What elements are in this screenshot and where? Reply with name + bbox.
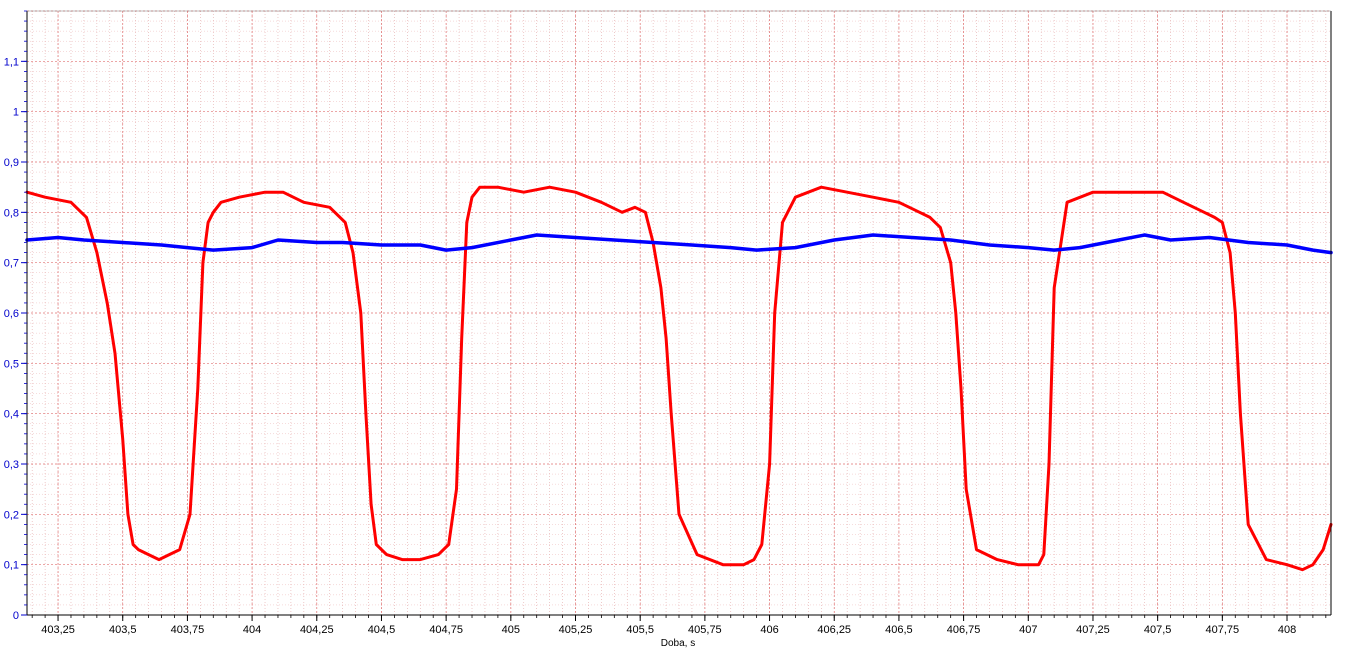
y-tick-label: 0,4 bbox=[4, 409, 19, 421]
series-line-1 bbox=[25, 185, 1333, 572]
y-tick-label: 0,7 bbox=[4, 258, 19, 270]
y-tick-label: 0,9 bbox=[4, 157, 19, 169]
grid bbox=[27, 10, 1331, 616]
x-tick-label: 405,5 bbox=[626, 624, 654, 636]
x-tick-label: 403,25 bbox=[41, 624, 75, 636]
x-tick-label: 407,25 bbox=[1076, 624, 1110, 636]
y-tick-label: 0,3 bbox=[4, 459, 19, 471]
y-tick-label: 0,8 bbox=[4, 207, 19, 219]
x-tick-label: 404,25 bbox=[300, 624, 334, 636]
x-tick-label: 407,5 bbox=[1144, 624, 1172, 636]
y-tick-label: 0,5 bbox=[4, 358, 19, 370]
x-tick-label: 406,5 bbox=[885, 624, 913, 636]
x-axis-title: Doba, s bbox=[661, 638, 695, 649]
x-tick-label: 403,5 bbox=[109, 624, 137, 636]
x-tick-label: 403,75 bbox=[171, 624, 205, 636]
x-tick-label: 407 bbox=[1019, 624, 1037, 636]
series-line-2 bbox=[25, 233, 1333, 255]
y-tick-label: 0,1 bbox=[4, 560, 19, 572]
x-tick-label: 406,75 bbox=[947, 624, 981, 636]
x-tick-label: 405 bbox=[502, 624, 520, 636]
y-tick-label: 1 bbox=[13, 107, 19, 119]
y-tick-label: 0 bbox=[13, 610, 19, 622]
x-tick-label: 405,25 bbox=[559, 624, 593, 636]
series-layer bbox=[25, 185, 1333, 572]
y-tick-label: 0,6 bbox=[4, 308, 19, 320]
x-tick-label: 406 bbox=[760, 624, 778, 636]
axes: 0 0,1 0,2 0,3 0,4 0,5 0,6 0,7 0,8 0,9 1 1,1 403,25 40… bbox=[4, 10, 1332, 636]
y-tick-label: 1,1 bbox=[4, 56, 19, 68]
x-tick-label: 406,25 bbox=[817, 624, 851, 636]
x-tick-label: 404 bbox=[243, 624, 261, 636]
x-tick-label: 407,75 bbox=[1206, 624, 1240, 636]
y-tick-label: 0,2 bbox=[4, 509, 19, 521]
x-tick-label: 404,5 bbox=[368, 624, 396, 636]
x-tick-label: 408 bbox=[1278, 624, 1296, 636]
x-tick-label: 404,75 bbox=[429, 624, 463, 636]
x-tick-label: 405,75 bbox=[688, 624, 722, 636]
